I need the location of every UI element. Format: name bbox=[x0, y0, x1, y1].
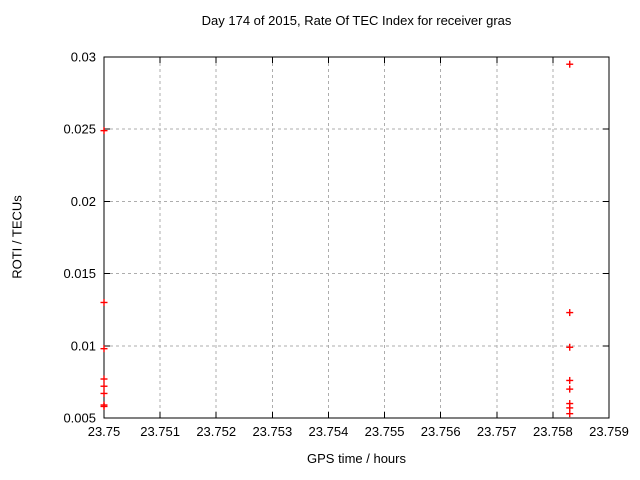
y-tick-label: 0.01 bbox=[71, 338, 96, 353]
data-point-marker bbox=[566, 376, 574, 384]
data-point-marker bbox=[566, 309, 574, 317]
x-axis-label: GPS time / hours bbox=[307, 451, 406, 466]
plot-border bbox=[103, 56, 610, 419]
x-tick-label: 23.752 bbox=[196, 424, 236, 439]
x-tick-label: 23.757 bbox=[477, 424, 517, 439]
x-tick-label: 23.756 bbox=[421, 424, 461, 439]
data-point-marker bbox=[566, 60, 574, 68]
x-tick-label: 23.758 bbox=[533, 424, 573, 439]
data-point-marker bbox=[566, 385, 574, 393]
x-tick-label: 23.755 bbox=[365, 424, 405, 439]
data-point-marker bbox=[100, 375, 108, 383]
data-point-marker bbox=[100, 298, 108, 306]
y-tick-label: 0.005 bbox=[63, 411, 96, 426]
x-tick-label: 23.751 bbox=[140, 424, 180, 439]
y-tick-label: 0.015 bbox=[63, 266, 96, 281]
x-tick-label: 23.759 bbox=[589, 424, 629, 439]
y-tick-label: 0.02 bbox=[71, 194, 96, 209]
x-tick-label: 23.753 bbox=[252, 424, 292, 439]
data-point-marker bbox=[100, 345, 108, 353]
data-point-marker bbox=[100, 402, 108, 410]
data-point-marker bbox=[566, 343, 574, 351]
chart-title: Day 174 of 2015, Rate Of TEC Index for r… bbox=[201, 13, 512, 28]
data-point-marker bbox=[100, 382, 108, 390]
data-point-marker bbox=[566, 410, 574, 418]
y-tick-label: 0.03 bbox=[71, 50, 96, 65]
x-tick-label: 23.754 bbox=[309, 424, 349, 439]
data-point-marker bbox=[100, 127, 108, 135]
y-tick-label: 0.025 bbox=[63, 122, 96, 137]
data-point-marker bbox=[100, 389, 108, 397]
x-tick-label: 23.75 bbox=[88, 424, 121, 439]
